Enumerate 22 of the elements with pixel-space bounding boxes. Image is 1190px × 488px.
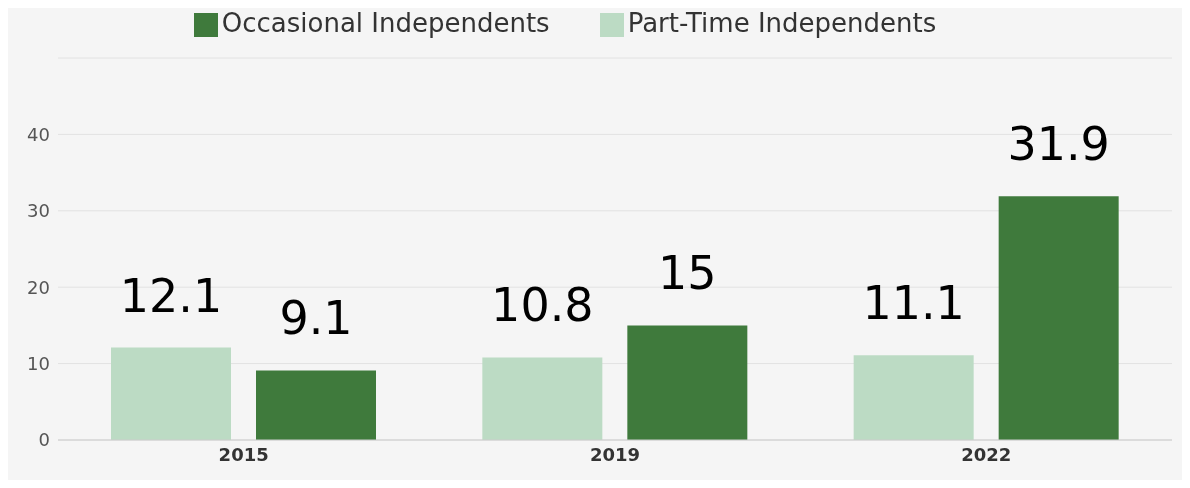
legend-label: Occasional Independents <box>221 8 550 38</box>
bar <box>627 325 748 440</box>
legend-label: Part-Time Independents <box>627 8 937 38</box>
bar <box>482 357 603 440</box>
data-label: 31.9 <box>1007 117 1110 172</box>
x-tick-label: 2019 <box>589 443 641 465</box>
data-label: 12.1 <box>119 268 223 323</box>
y-tick-label: 10 <box>27 352 50 374</box>
data-label: 9.1 <box>279 291 353 346</box>
x-tick-label: 2015 <box>218 443 269 465</box>
y-tick-label: 30 <box>27 200 50 222</box>
data-label: 10.8 <box>491 278 594 333</box>
bar <box>998 196 1119 440</box>
y-tick-label: 0 <box>38 429 50 451</box>
data-label: 15 <box>658 246 717 301</box>
y-tick-label: 40 <box>27 123 50 145</box>
y-tick-label: 20 <box>27 276 50 298</box>
x-tick-label: 2022 <box>961 443 1012 465</box>
data-label: 11.1 <box>862 276 965 331</box>
bar <box>111 347 231 440</box>
bar <box>256 370 376 440</box>
bar <box>853 355 974 440</box>
